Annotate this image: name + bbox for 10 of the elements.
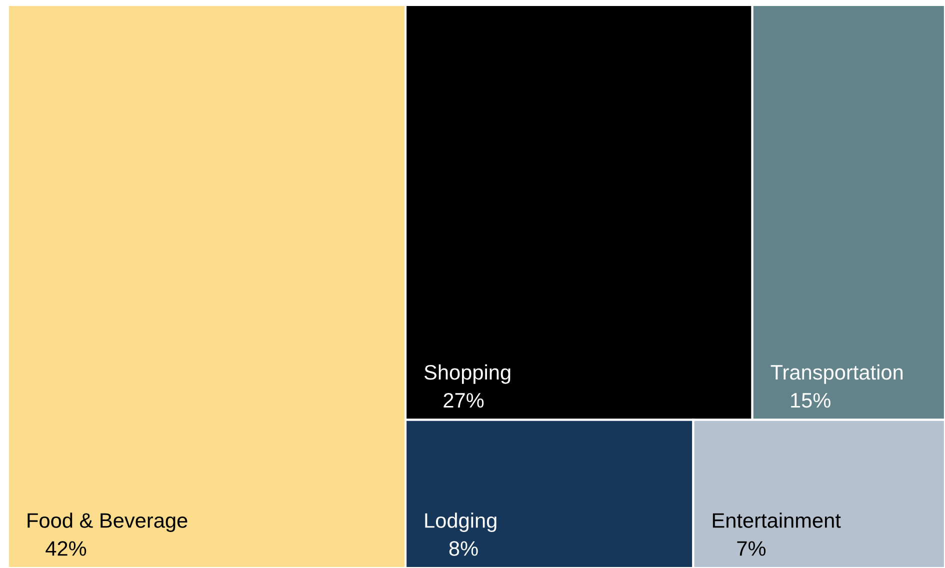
category-label: Food & Beverage [28, 512, 188, 532]
data-label: 7% [737, 541, 766, 556]
data-label: 27% [444, 392, 484, 408]
category-label: Shopping [424, 364, 510, 384]
category-label: Transportation [770, 364, 903, 384]
data-label: 42% [46, 541, 86, 556]
data-label: 15% [791, 393, 830, 408]
category-label: Lodging [425, 512, 496, 532]
data-label: 8% [449, 541, 478, 556]
category-label: Entertainment [712, 512, 841, 528]
